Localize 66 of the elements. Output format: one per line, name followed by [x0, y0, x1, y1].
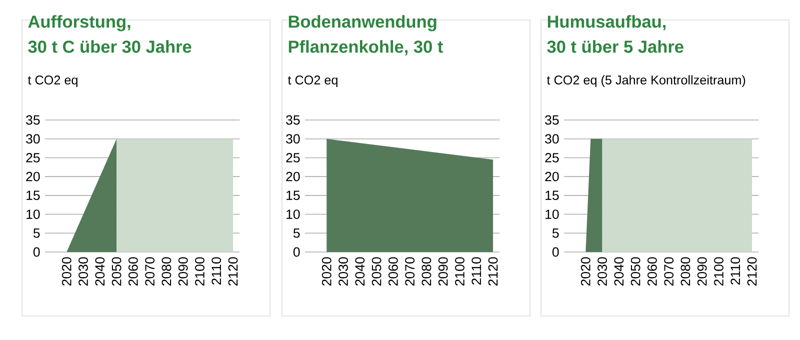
y-axis-title: t CO2 eq (5 Jahre Kontrollzeitraum): [546, 75, 746, 87]
y-tick-label: 0: [33, 247, 40, 257]
y-tick-label: 10: [26, 210, 40, 219]
x-tick-label: 2020: [62, 257, 72, 286]
x-tick-label: 2090: [178, 257, 188, 286]
x-tick-label: 2080: [680, 257, 690, 286]
x-tick-label: 2120: [747, 257, 757, 286]
y-tick-label: 30: [545, 134, 559, 144]
y-axis-title: t CO2 eq: [288, 76, 338, 87]
y-tick-label: 5: [33, 228, 40, 238]
y-tick-label: 10: [546, 210, 559, 219]
y-tick-label: 10: [286, 210, 300, 219]
x-tick-label: 2080: [162, 257, 172, 286]
x-tick-label: 2080: [422, 257, 432, 286]
x-tick-label: 2030: [78, 257, 88, 286]
y-tick-label: 20: [286, 172, 300, 182]
y-tick-label: 30: [26, 134, 40, 144]
chart-title: Bodenanwendung: [288, 15, 436, 32]
x-tick-label: 2100: [714, 257, 724, 286]
y-tick-label: 15: [546, 190, 559, 200]
x-tick-label: 2090: [438, 257, 448, 286]
x-tick-label: 2050: [630, 257, 640, 286]
x-tick-label: 2070: [405, 257, 415, 286]
x-tick-label: 2120: [228, 257, 238, 286]
chart-subtitle: Pflanzenkohle, 30 t: [288, 40, 443, 56]
x-tick-label: 2110: [472, 257, 482, 285]
y-tick-label: 30: [286, 134, 300, 144]
x-tick-label: 2100: [455, 257, 464, 286]
chart-title: Humusaufbau,: [548, 15, 666, 30]
y-tick-label: 5: [552, 228, 559, 238]
x-tick-label: 2070: [145, 257, 155, 286]
x-tick-label: 2060: [128, 257, 138, 286]
x-tick-label: 2030: [598, 257, 607, 286]
y-tick-label: 0: [552, 247, 559, 257]
y-tick-label: 15: [286, 190, 300, 200]
x-tick-label: 2030: [338, 257, 348, 286]
y-axis-title: t CO2 eq: [28, 76, 78, 87]
x-tick-label: 2120: [488, 257, 498, 286]
x-tick-label: 2060: [388, 257, 398, 286]
y-tick-label: 25: [26, 153, 40, 162]
y-tick-label: 15: [26, 190, 40, 200]
y-tick-label: 35: [286, 115, 300, 125]
chart-title: Aufforstung,: [28, 15, 130, 32]
y-tick-label: 25: [286, 153, 300, 162]
x-tick-label: 2050: [112, 257, 122, 286]
x-tick-label: 2050: [372, 257, 382, 286]
x-tick-label: 2020: [322, 257, 332, 286]
chart-subtitle: 30 t über 5 Jahre: [547, 40, 684, 53]
y-tick-label: 20: [26, 172, 40, 182]
x-tick-label: 2110: [730, 257, 740, 285]
y-tick-label: 5: [293, 228, 300, 238]
y-tick-label: 0: [293, 247, 300, 257]
x-tick-label: 2060: [647, 257, 657, 286]
y-tick-label: 35: [545, 115, 559, 125]
y-tick-label: 35: [26, 115, 40, 125]
x-tick-label: 2090: [697, 257, 707, 286]
x-tick-label: 2040: [355, 257, 365, 286]
x-tick-label: 2020: [580, 257, 590, 286]
x-tick-label: 2040: [614, 257, 624, 286]
x-tick-label: 2070: [664, 257, 674, 286]
x-tick-label: 2100: [195, 257, 204, 286]
chart-subtitle: 30 t C über 30 Jahre: [28, 40, 192, 53]
x-tick-label: 2040: [95, 257, 105, 286]
x-tick-label: 2110: [212, 257, 222, 285]
y-tick-label: 25: [545, 153, 559, 162]
y-tick-label: 20: [545, 172, 559, 182]
